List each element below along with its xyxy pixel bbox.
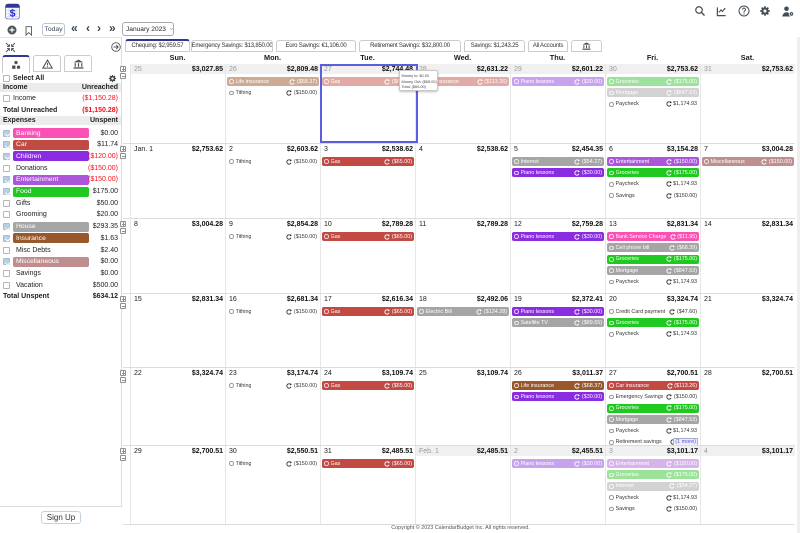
- svg-text:$: $: [10, 8, 16, 20]
